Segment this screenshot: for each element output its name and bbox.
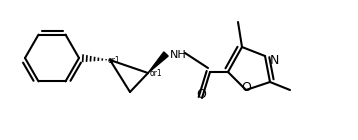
Polygon shape (148, 52, 168, 73)
Text: or1: or1 (150, 69, 163, 78)
Text: N: N (270, 54, 279, 67)
Text: O: O (241, 81, 251, 94)
Text: or1: or1 (108, 56, 121, 65)
Text: O: O (196, 88, 206, 101)
Text: NH: NH (170, 50, 187, 60)
